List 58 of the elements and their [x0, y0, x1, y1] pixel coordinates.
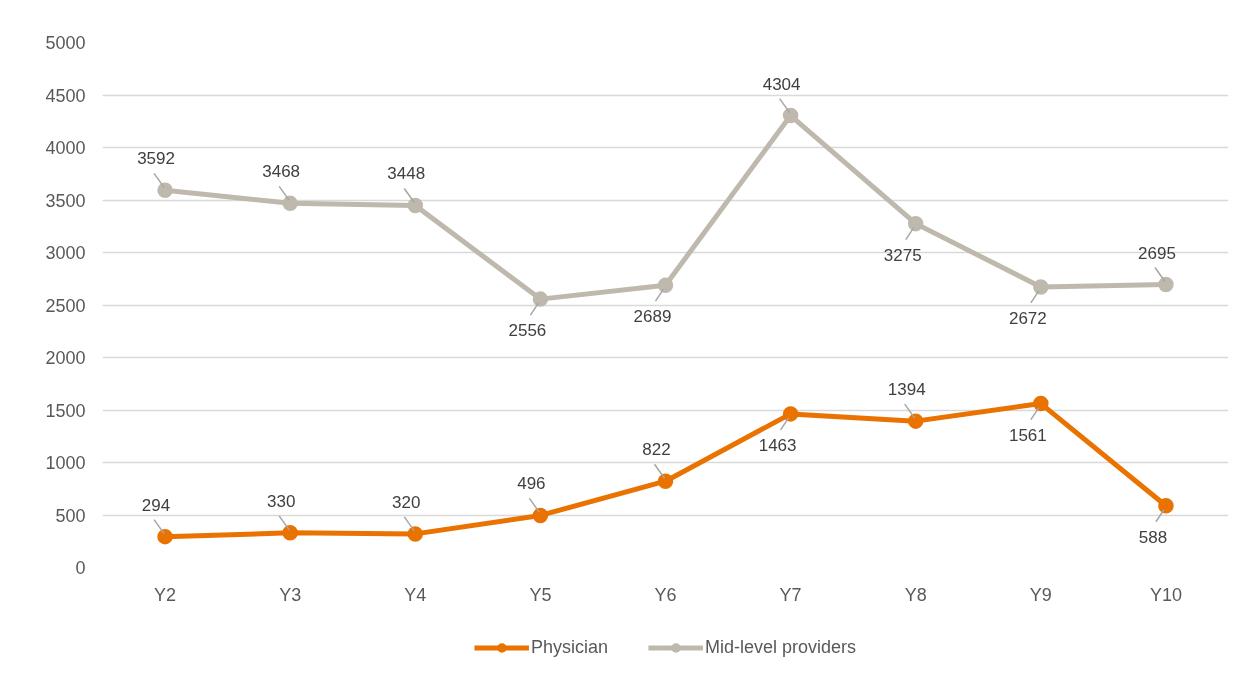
y-tick-label: 500 [55, 505, 86, 526]
point [782, 406, 799, 422]
point [907, 215, 924, 232]
x-tick-label: Y2 [154, 584, 177, 605]
data-label: 822 [642, 440, 671, 460]
data-label: 2689 [633, 307, 672, 327]
data-label: 4304 [762, 74, 801, 94]
y-tick-label: 4500 [45, 85, 86, 106]
point [1158, 276, 1174, 293]
y-tick-label: 5000 [45, 33, 86, 53]
point [1033, 279, 1049, 295]
x-tick-label: Y4 [404, 584, 427, 605]
point [532, 291, 549, 307]
data-label: 1394 [887, 380, 926, 400]
data-label: 3448 [387, 164, 426, 184]
x-tick-label: Y7 [779, 584, 802, 605]
x-tick-label: Y6 [654, 584, 677, 605]
data-label: 588 [1138, 527, 1168, 547]
point [907, 413, 924, 429]
y-tick-label: 3000 [45, 243, 86, 263]
point [407, 197, 424, 214]
y-tick-label: 3500 [45, 190, 86, 211]
point [1158, 498, 1174, 514]
data-label: 330 [266, 491, 296, 511]
y-tick-label: 4000 [45, 138, 86, 158]
x-tick-label: Y10 [1149, 584, 1182, 605]
x-tick-label: Y3 [279, 584, 302, 605]
y-tick-label: 2500 [45, 295, 86, 316]
point [282, 195, 298, 212]
legend-label: Mid-level providers [704, 636, 857, 658]
point [407, 526, 424, 542]
data-label: 2695 [1138, 243, 1176, 263]
point [157, 182, 173, 199]
point [157, 528, 173, 545]
data-label: 1561 [1008, 425, 1047, 445]
data-label: 3275 [883, 245, 922, 265]
data-label: 3468 [262, 162, 301, 182]
point [282, 525, 298, 541]
data-label: 2556 [508, 321, 547, 341]
data-label: 320 [392, 492, 421, 512]
y-tick-label: 1500 [45, 400, 86, 421]
point [782, 107, 799, 124]
point [532, 507, 549, 524]
y-tick-label: 2000 [45, 348, 86, 368]
point [1033, 395, 1049, 412]
data-label: 294 [141, 495, 171, 515]
point [657, 473, 674, 489]
data-label: 3592 [137, 149, 175, 169]
y-tick-label: 0 [75, 558, 86, 578]
y-tick-label: 1000 [45, 453, 86, 473]
data-label: 496 [517, 474, 546, 494]
point [657, 277, 674, 293]
data-label: 1463 [758, 435, 797, 455]
data-label: 2672 [1008, 308, 1047, 328]
x-tick-label: Y9 [1029, 584, 1052, 605]
x-tick-label: Y5 [529, 584, 552, 605]
x-tick-label: Y8 [904, 584, 927, 605]
legend-label: Physician [530, 636, 608, 658]
